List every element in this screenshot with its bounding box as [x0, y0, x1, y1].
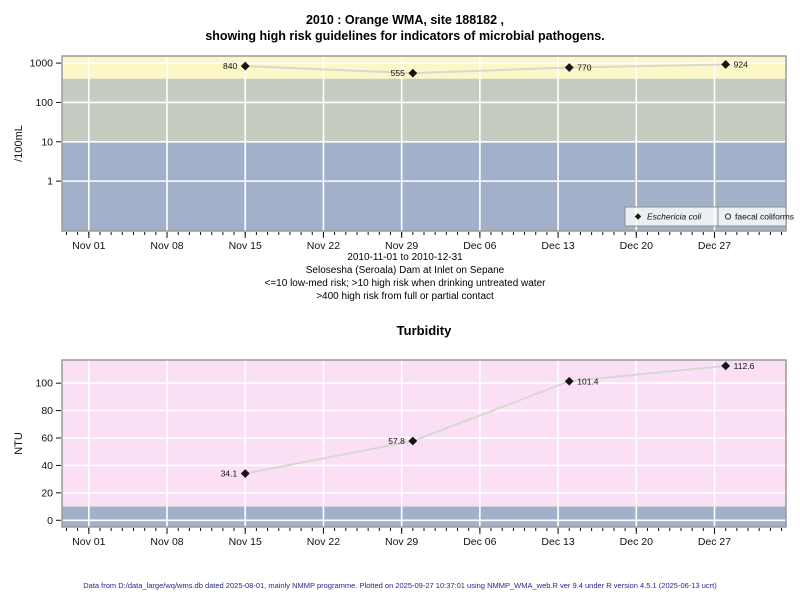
data-point-marker: [721, 60, 731, 69]
x-tick-label: Nov 29: [385, 536, 418, 548]
data-point-marker: [564, 63, 574, 72]
y-axis-title: /100mL: [13, 125, 25, 162]
open-circle-icon: [724, 213, 732, 220]
data-point-label: 555: [391, 68, 405, 78]
caption-guideline-2: >400 high risk from full or partial cont…: [316, 291, 494, 302]
y-axis-title: NTU: [13, 432, 25, 455]
data-point-marker: [408, 436, 418, 446]
x-tick-label: Dec 13: [541, 536, 574, 548]
x-tick-label: Nov 29: [385, 240, 418, 252]
main-title: 2010 : Orange WMA, site 188182 , showing…: [10, 12, 800, 44]
data-point-label: 57.8: [388, 436, 405, 446]
y-tick-label: 60: [41, 433, 53, 445]
data-point-label: 112.6: [734, 361, 755, 371]
risk-band: [62, 506, 786, 527]
x-tick-label: Nov 22: [307, 240, 340, 252]
data-point-label: 924: [734, 59, 748, 69]
risk-band: [62, 360, 786, 507]
data-point-marker: [721, 361, 731, 371]
pathogen-indicator-chart: 840 555 770 924 Nov 01 Nov 08 Nov 15 Nov 22 Nov …: [13, 55, 794, 252]
y-tick-label: 20: [41, 487, 53, 499]
x-tick-label: Dec 27: [698, 536, 731, 548]
risk-band: [62, 56, 786, 79]
caption-site-name: Selosesha (Seroala) Dam at Inlet on Sepa…: [305, 265, 505, 276]
data-point-marker: [564, 376, 574, 386]
legend: Eschericia coli faecal coliforms: [624, 206, 794, 227]
caption-guideline-1: <=10 low-med risk; >10 high risk when dr…: [264, 278, 546, 289]
main-title-line-1: 2010 : Orange WMA, site 188182 ,: [305, 13, 504, 27]
y-tick-label: 100: [35, 97, 53, 109]
x-tick-label: Dec 13: [541, 240, 574, 252]
x-tick-label: Dec 06: [463, 240, 496, 252]
x-tick-label: Nov 08: [150, 536, 183, 548]
data-line: [245, 364, 726, 475]
chart-title: Turbidity: [397, 323, 452, 338]
y-tick-label: 1: [47, 176, 53, 188]
y-tick-label: 0: [47, 515, 53, 527]
panel-border: [61, 55, 787, 232]
data-point-label: 101.4: [577, 376, 599, 386]
x-tick-label: Nov 15: [229, 240, 262, 252]
data-point-marker: [240, 469, 250, 478]
y-tick-label: 100: [35, 378, 53, 390]
x-tick-label: Nov 15: [229, 536, 262, 548]
y-tick-label: 40: [41, 460, 53, 472]
y-tick-label: 10: [41, 136, 53, 148]
y-tick-label: 80: [41, 405, 53, 417]
x-tick-label: Dec 27: [698, 240, 731, 252]
x-tick-label: Dec 06: [463, 536, 496, 548]
data-point-label: 34.1: [221, 469, 238, 479]
data-point-marker: [408, 68, 418, 78]
y-tick-label: 1000: [30, 58, 54, 70]
legend-item-label: faecal coliforms: [735, 212, 794, 222]
data-point-label: 840: [223, 61, 237, 71]
risk-band: [62, 78, 786, 142]
x-tick-label: Nov 01: [72, 240, 105, 252]
data-point-marker: [240, 61, 250, 71]
main-title-line-2: showing high risk guidelines for indicat…: [205, 29, 605, 43]
chart-caption: 2010-11-01 to 2010-12-31 Selosesha (Sero…: [10, 251, 800, 303]
legend-item-label: Eschericia coli: [647, 212, 702, 222]
panel-border: [61, 359, 787, 528]
data-point-label: 770: [577, 63, 591, 73]
x-tick-label: Dec 20: [620, 536, 653, 548]
turbidity-chart: 34.1 57.8 101.4 112.6 Nov 01 Nov 08 Nov 15 Nov …: [13, 323, 787, 548]
legend-box: [624, 206, 787, 227]
caption-date-range: 2010-11-01 to 2010-12-31: [347, 252, 463, 263]
x-tick-label: Nov 08: [150, 240, 183, 252]
x-tick-label: Nov 01: [72, 536, 105, 548]
x-tick-label: Dec 20: [620, 240, 653, 252]
filled-diamond-icon: [634, 213, 642, 220]
data-line: [245, 63, 726, 75]
footer-provenance-text: Data from D:/data_large/wq/wms.db dated …: [83, 581, 717, 590]
x-tick-label: Nov 22: [307, 536, 340, 548]
